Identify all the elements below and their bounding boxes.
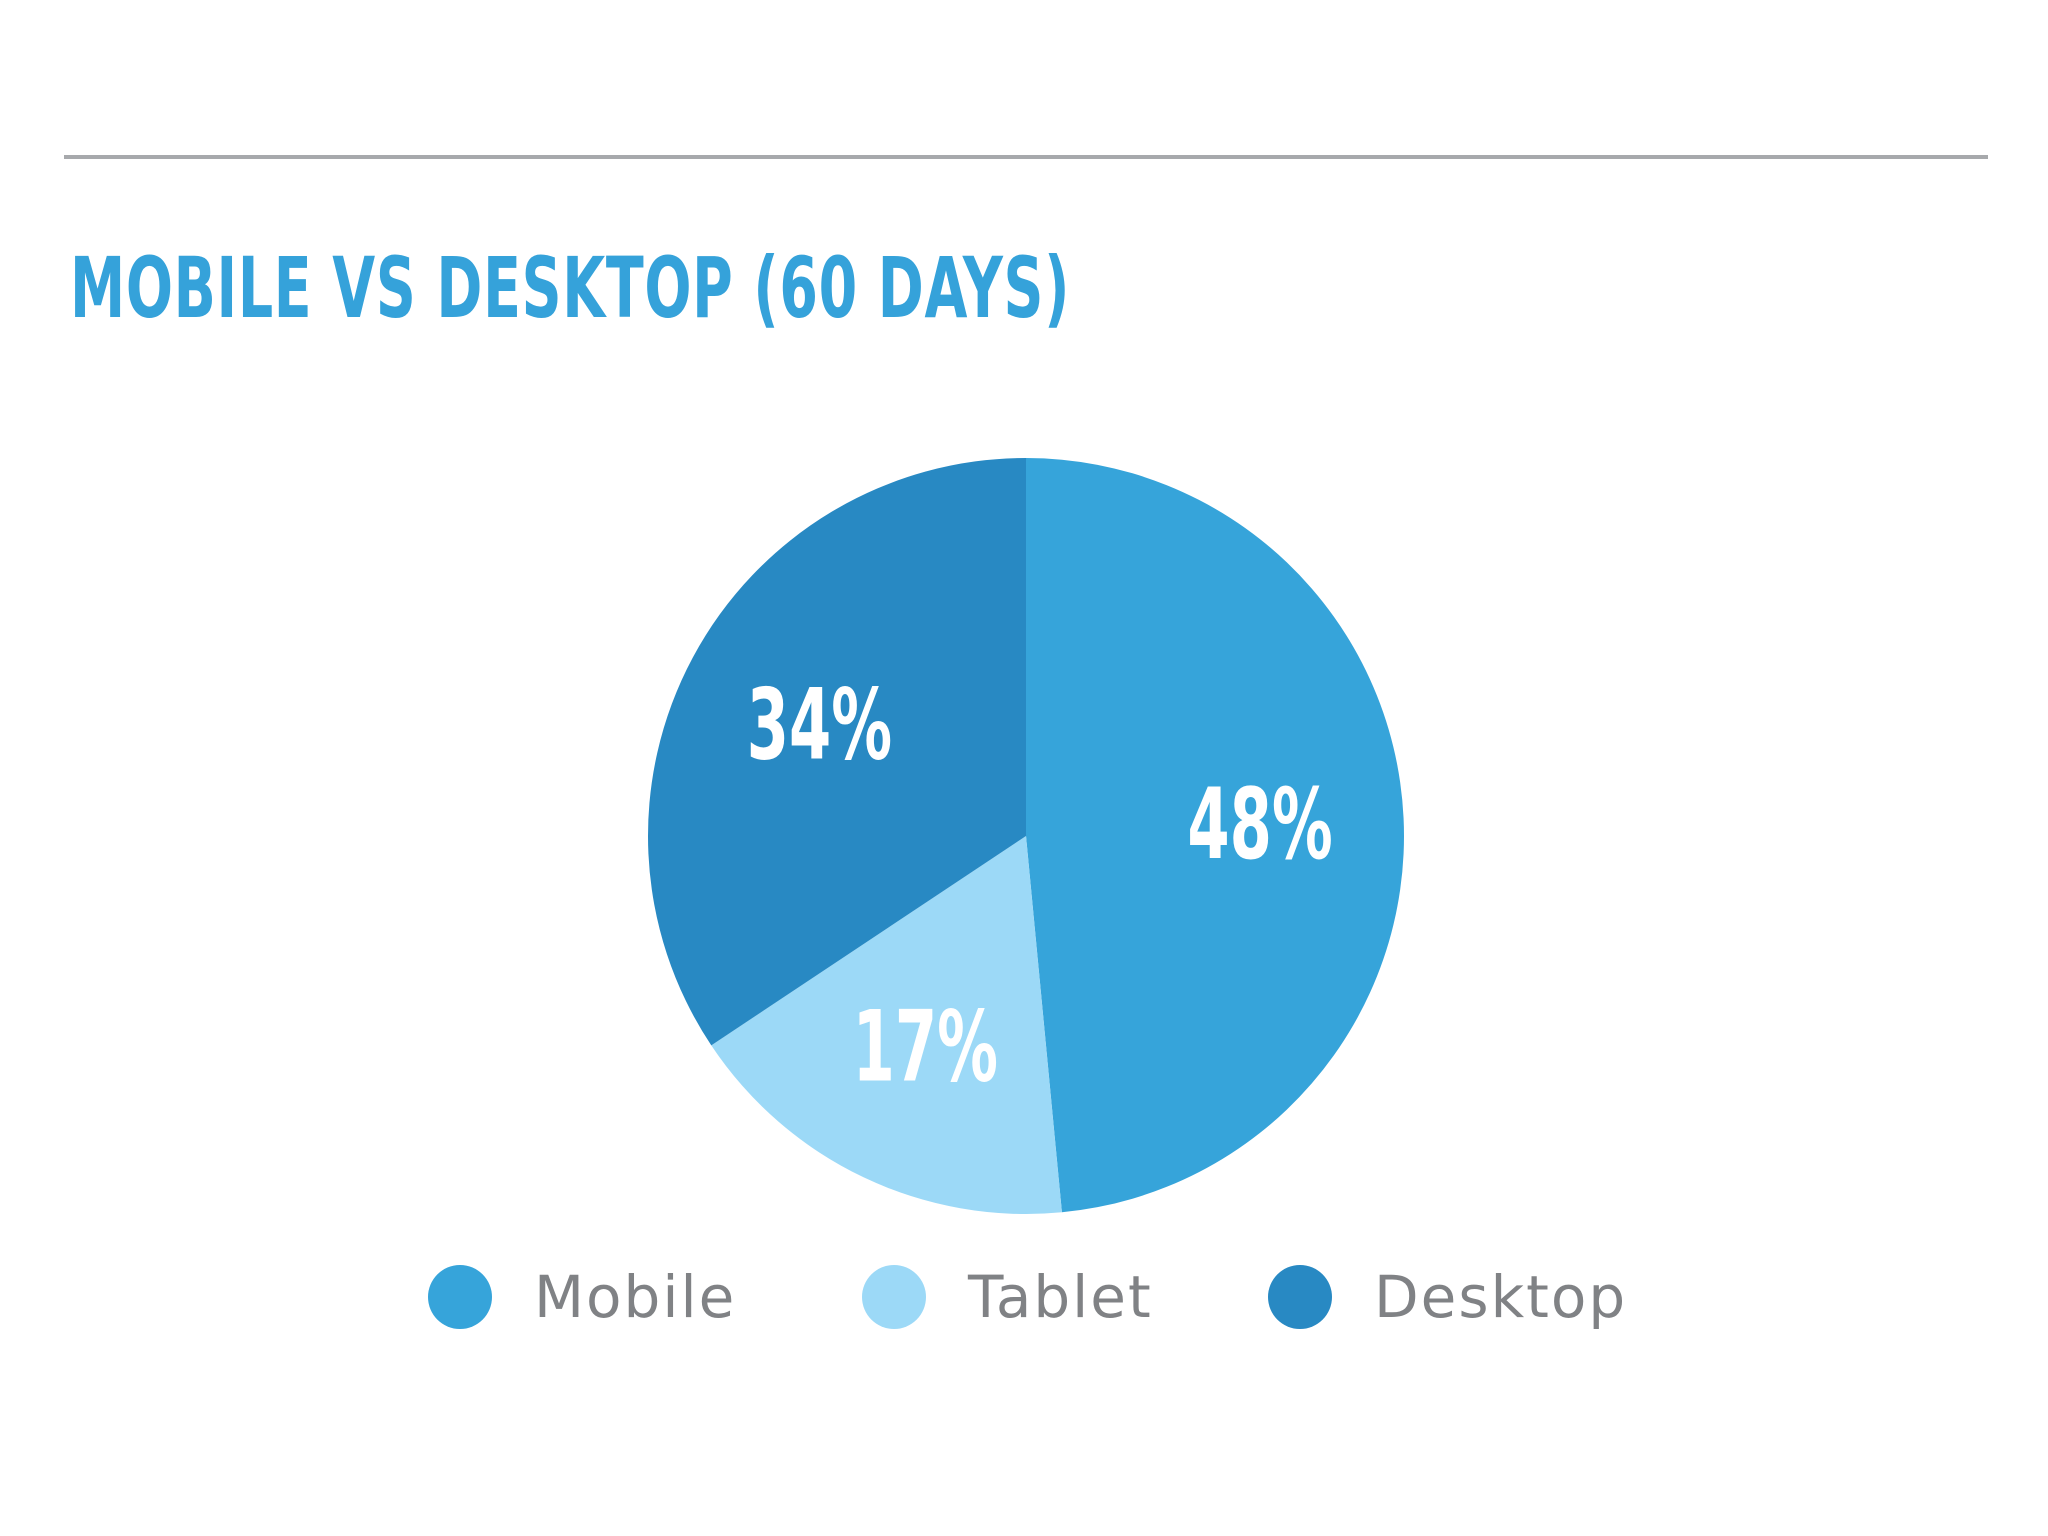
legend-label-desktop: Desktop [1374,1263,1628,1331]
legend-swatch-tablet [862,1265,926,1329]
top-divider [64,155,1988,159]
legend-label-tablet: Tablet [968,1263,1153,1331]
slice-label-desktop: 34% [747,668,892,782]
pie-slice-desktop [647,458,1026,1046]
legend-item-tablet: Tablet [862,1262,1153,1332]
slice-label-tablet: 17% [853,991,998,1105]
legend-swatch-mobile [428,1265,492,1329]
pie-slice-mobile [1026,458,1404,1213]
chart-legend: Mobile Tablet Desktop [0,1262,2048,1332]
legend-item-desktop: Desktop [1268,1262,1627,1332]
legend-item-mobile: Mobile [428,1262,736,1332]
slice-label-mobile: 48% [1187,768,1332,882]
pie-slice-tablet [711,836,1062,1214]
legend-swatch-desktop [1268,1265,1332,1329]
legend-label-mobile: Mobile [534,1263,737,1331]
chart-title: MOBILE VS DESKTOP (60 DAYS) [70,239,1071,337]
